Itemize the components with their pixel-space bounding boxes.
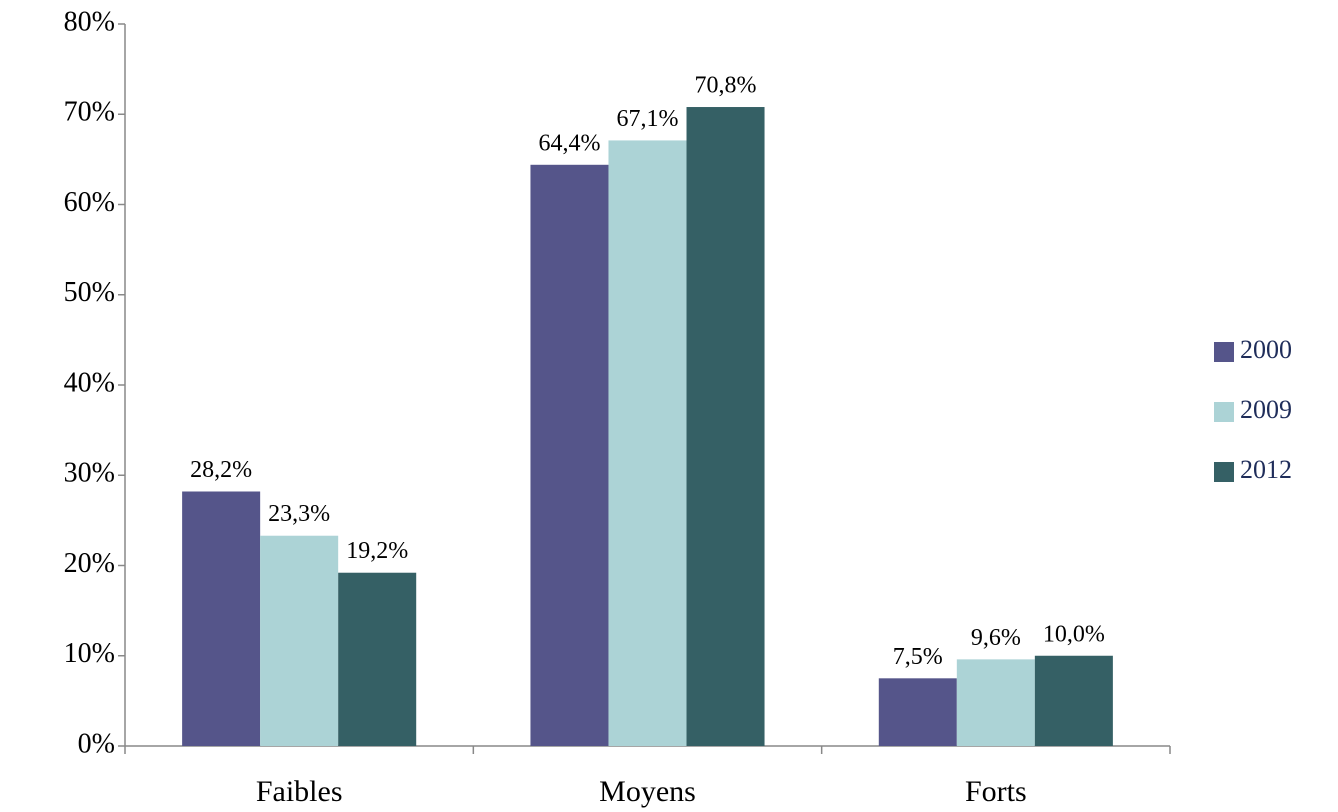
x-tick-label: Moyens — [599, 775, 696, 808]
y-tick-label: 0% — [78, 728, 115, 759]
bar — [956, 659, 1035, 746]
bar — [608, 140, 687, 747]
x-tick-label: Forts — [965, 775, 1027, 808]
bar — [338, 572, 417, 746]
legend-label: 2000 — [1240, 335, 1292, 364]
y-tick-label: 70% — [64, 97, 115, 128]
bar — [1034, 655, 1113, 746]
value-label: 23,3% — [268, 501, 330, 527]
value-label: 64,4% — [538, 130, 600, 156]
y-tick-label: 10% — [64, 638, 115, 669]
y-tick-label: 30% — [64, 458, 115, 489]
value-label: 70,8% — [695, 73, 757, 99]
bar — [686, 107, 765, 746]
legend-label: 2012 — [1240, 455, 1292, 484]
legend-swatch — [1214, 402, 1234, 422]
bar — [260, 535, 339, 746]
legend-swatch — [1214, 342, 1234, 362]
value-label: 19,2% — [346, 538, 408, 564]
y-tick-label: 80% — [64, 6, 115, 37]
y-tick-label: 40% — [64, 367, 115, 398]
y-tick-label: 20% — [64, 548, 115, 579]
legend-swatch — [1214, 462, 1234, 482]
value-label: 9,6% — [971, 625, 1021, 651]
value-label: 10,0% — [1043, 621, 1105, 647]
value-label: 7,5% — [893, 644, 943, 670]
bar — [878, 678, 957, 746]
value-label: 28,2% — [190, 457, 252, 483]
x-tick-label: Faibles — [256, 775, 343, 808]
bar — [530, 164, 609, 747]
legend-label: 2009 — [1240, 395, 1292, 424]
bar — [182, 491, 261, 746]
y-tick-label: 50% — [64, 277, 115, 308]
y-tick-label: 60% — [64, 187, 115, 218]
value-label: 67,1% — [617, 106, 679, 132]
